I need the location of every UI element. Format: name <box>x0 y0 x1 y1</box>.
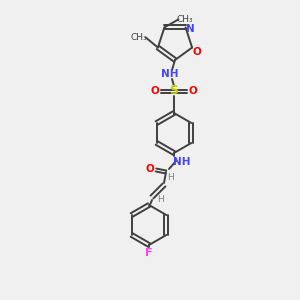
Text: S: S <box>169 85 178 98</box>
Text: NH: NH <box>173 157 191 167</box>
Text: CH₃: CH₃ <box>130 33 147 42</box>
Text: CH₃: CH₃ <box>176 15 193 24</box>
Text: N: N <box>186 24 195 34</box>
Text: O: O <box>146 164 154 174</box>
Text: H: H <box>157 196 164 205</box>
Text: F: F <box>145 248 153 258</box>
Text: O: O <box>193 46 202 57</box>
Text: O: O <box>189 86 197 96</box>
Text: O: O <box>151 86 159 96</box>
Text: H: H <box>167 173 173 182</box>
Text: NH: NH <box>161 69 179 79</box>
